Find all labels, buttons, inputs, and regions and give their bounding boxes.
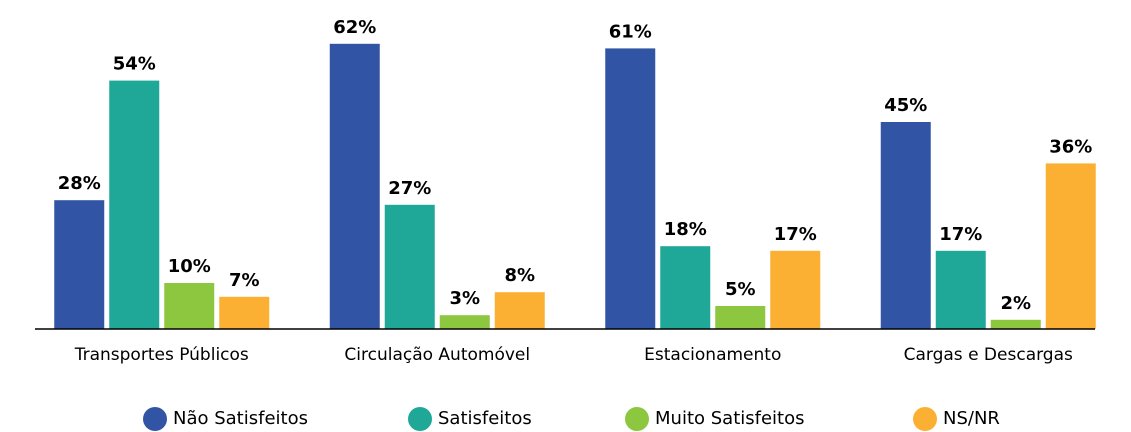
legend-swatch <box>625 407 649 431</box>
value-label: 28% <box>58 173 101 194</box>
value-label: 17% <box>939 224 982 245</box>
bar <box>439 315 490 329</box>
x-tick-label: Transportes Públicos <box>74 345 249 365</box>
legend-label: NS/NR <box>943 408 1000 429</box>
value-label: 36% <box>1049 136 1092 157</box>
value-label: 17% <box>774 224 817 245</box>
value-label: 54% <box>113 54 156 75</box>
bar <box>219 296 270 329</box>
x-tick-label: Circulação Automóvel <box>344 345 530 365</box>
x-tick-label: Estacionamento <box>644 345 781 365</box>
bar <box>880 122 931 329</box>
bar <box>605 48 656 330</box>
legend-swatch <box>143 407 167 431</box>
bar <box>770 250 821 329</box>
legend-label: Muito Satisfeitos <box>655 408 804 429</box>
x-tick-label: Cargas e Descargas <box>904 345 1073 365</box>
value-label: 2% <box>1000 293 1031 314</box>
legend-label: Não Satisfeitos <box>173 408 308 429</box>
bar <box>990 319 1041 329</box>
bar <box>935 250 986 329</box>
value-label: 27% <box>388 178 431 199</box>
value-label: 5% <box>725 279 756 300</box>
value-label: 62% <box>333 17 376 38</box>
value-label: 7% <box>229 270 260 291</box>
value-label: 61% <box>609 21 652 42</box>
bar <box>329 43 380 330</box>
value-label: 3% <box>449 288 480 309</box>
legend-swatch <box>913 407 937 431</box>
value-label: 45% <box>884 95 927 116</box>
value-label: 10% <box>168 256 211 277</box>
bar <box>715 306 766 329</box>
value-label: 8% <box>504 265 535 286</box>
bar <box>164 283 215 329</box>
bar <box>660 246 711 329</box>
bar <box>54 200 105 329</box>
bar <box>384 204 435 329</box>
legend-label: Satisfeitos <box>438 408 532 429</box>
legend-swatch <box>408 407 432 431</box>
value-label: 18% <box>664 219 707 240</box>
bar <box>1045 163 1096 329</box>
bar <box>494 292 545 329</box>
bar <box>109 80 160 329</box>
